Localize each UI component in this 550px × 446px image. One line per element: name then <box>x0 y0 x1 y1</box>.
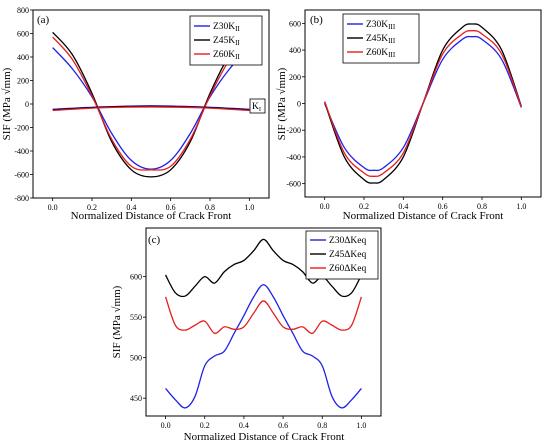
panel-a-ki-box <box>249 98 266 114</box>
panel-b-x-tick-label: 0.8 <box>477 202 487 211</box>
panel-c-x-tick-label: 0.4 <box>239 421 249 430</box>
panel-a-x-tick-label: 0.4 <box>126 203 136 212</box>
panel-c-series-z45δkeq <box>165 238 362 298</box>
panel-c-x-axis-label: Normalized Distance of Crack Front <box>184 431 345 443</box>
panel-b-y-tick-label: 0 <box>297 100 301 109</box>
panel-c-legend-label-z60: Z60ΔKeq <box>329 264 366 274</box>
panel-b-y-tick-label: 600 <box>289 19 301 28</box>
panel-c-y-tick-label: 600 <box>130 273 142 282</box>
panel-a-series-z60kii <box>52 36 250 171</box>
panel-a-y-tick-label: 600 <box>17 30 29 39</box>
panel-c-x-tick-label: 0.6 <box>278 421 288 430</box>
panel-c-legend-label-z45: Z45ΔKeq <box>329 250 366 260</box>
panel-a-ticks: 0.0 0.2 0.4 0.6 0.8 1.0 -800 -600 -400 -200 0 200 40… <box>14 6 254 212</box>
panel-a-y-tick-label: -600 <box>14 171 29 180</box>
panel-c-y-axis-label: SIF (MPa √mm) <box>111 285 123 358</box>
panel-c-series-z60δkeq <box>164 296 363 335</box>
panel-a-y-tick-label: 800 <box>17 6 29 15</box>
panel-b-x-tick-label: 0.6 <box>438 202 448 211</box>
panel-b-legend: Z30KIII Z45KIII Z60KIII <box>342 13 420 64</box>
panel-c-x-tick-label: 0.8 <box>317 421 327 430</box>
panel-a-y-tick-label: -800 <box>14 194 29 203</box>
panel-a-legend-label-z60: Z60KII <box>213 50 241 61</box>
panel-b-curves <box>324 23 522 184</box>
panel-a-y-tick-label: 200 <box>17 77 29 86</box>
panel-b-y-tick-label: -200 <box>286 126 301 135</box>
panel-b-series-z60kiii <box>324 30 522 177</box>
panel-c-series-z30δkeq <box>165 284 362 409</box>
panel-a-y-axis-label: SIF (MPa √mm) <box>1 67 13 140</box>
panel-b-legend-label-z60: Z60KIII <box>366 48 396 59</box>
panel-c-legend: Z30ΔKeq Z45ΔKeq Z60ΔKeq <box>305 230 379 280</box>
panel-a: (a) 0.0 0.2 0.4 0.6 0.8 1.0 -800 -600 -400 -200 0 2… <box>1 6 270 222</box>
panel-b-y-tick-label: -600 <box>286 180 301 189</box>
panel-b-y-tick-label: 200 <box>289 73 301 82</box>
panel-a-y-tick-label: -200 <box>14 124 29 133</box>
panel-c: (c) 0.0 0.2 0.4 0.6 0.8 1.0 450 500 550 600 Norma… <box>111 227 382 443</box>
panel-a-series-z60ki <box>52 106 250 112</box>
panel-a-x-tick-label: 0.6 <box>166 203 176 212</box>
panel-b-x-tick-label: 0.4 <box>398 202 408 211</box>
panel-a-y-tick-label: 400 <box>17 53 29 62</box>
panel-b-y-tick-label: 400 <box>289 46 301 55</box>
panel-c-legend-box <box>305 230 379 280</box>
panel-a-ki-label: KI <box>252 102 261 113</box>
panel-c-y-tick-label: 550 <box>130 313 142 322</box>
panel-b-ticks: 0.0 0.2 0.4 0.6 0.8 1.0 -600 -400 -200 0 200 400 600 <box>286 19 526 211</box>
panel-b-y-tick-label: -400 <box>286 153 301 162</box>
panel-a-series-z45kii <box>52 31 250 178</box>
panel-c-y-tick-label: 450 <box>130 394 142 403</box>
panel-b-letter: (b) <box>310 14 323 26</box>
panel-a-letter: (a) <box>37 14 50 26</box>
panel-b-x-tick-label: 0.0 <box>320 202 330 211</box>
panel-c-legend-label-z30: Z30ΔKeq <box>329 236 366 246</box>
panel-b-y-axis-label: SIF (MPa √mm) <box>276 67 288 140</box>
panel-b-x-tick-label: 0.2 <box>359 202 369 211</box>
panel-b-x-axis-label: Normalized Distance of Crack Front <box>343 210 504 222</box>
panel-a-ki-annotation: KI <box>249 98 266 114</box>
panel-c-ticks: 0.0 0.2 0.4 0.6 0.8 1.0 450 500 550 600 <box>130 273 366 430</box>
panel-b-legend-label-z30: Z30KIII <box>366 20 396 31</box>
panel-a-legend-label-z45: Z45KII <box>213 36 241 47</box>
panel-a-x-axis-label: Normalized Distance of Crack Front <box>71 210 232 222</box>
panel-b: (b) 0.0 0.2 0.4 0.6 0.8 1.0 -600 -400 -200 0 200 40… <box>276 9 542 222</box>
panel-a-x-tick-label: 0.0 <box>48 203 58 212</box>
panel-c-x-tick-label: 1.0 <box>356 421 366 430</box>
panel-a-x-tick-label: 1.0 <box>244 203 254 212</box>
panel-a-x-tick-label: 0.8 <box>205 203 215 212</box>
panel-c-x-tick-label: 0.2 <box>200 421 210 430</box>
panel-b-legend-label-z45: Z45KIII <box>366 34 396 45</box>
panel-a-legend-label-z30: Z30KII <box>213 22 241 33</box>
panel-a-x-tick-label: 0.2 <box>87 203 97 212</box>
panel-c-x-tick-label: 0.0 <box>161 421 171 430</box>
panel-a-y-tick-label: -400 <box>14 147 29 156</box>
panel-a-curves <box>52 31 250 178</box>
panel-c-y-tick-label: 500 <box>130 354 142 363</box>
panel-a-y-tick-label: 0 <box>25 100 29 109</box>
panel-b-x-tick-label: 1.0 <box>516 202 526 211</box>
panel-c-curves <box>164 238 363 409</box>
panel-c-letter: (c) <box>148 234 161 246</box>
panel-a-legend: Z30KII Z45KII Z60KII <box>189 15 263 66</box>
